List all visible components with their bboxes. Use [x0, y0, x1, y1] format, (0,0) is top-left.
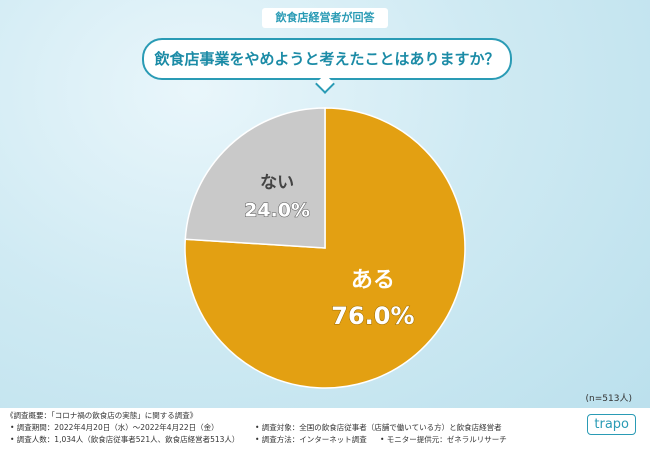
slice-value-label: 24.0% [244, 199, 310, 221]
footer-item: • 調査対象：全国の飲食店従事者（店舗で働いている方）と飲食店経営者 [255, 423, 502, 432]
footer-heading: 《調査概要：「コロナ禍の飲食店の実態」に関する調査》 [6, 411, 198, 420]
slice-category: ない [260, 173, 294, 193]
tag: 飲食店経営者が回答 [262, 8, 388, 28]
pie-slice [184, 107, 466, 389]
logo: trapo [587, 414, 636, 435]
footer-item: • 調査期間：2022年4月20日（水）～2022年4月22日（金） [10, 423, 219, 432]
footer-item: • モニター提供元：ゼネラルリサーチ [380, 435, 507, 444]
footer: 《調査概要：「コロナ禍の飲食店の実態」に関する調査》 • 調査期間：2022年4… [0, 408, 650, 450]
sample-note: (n=513人) [585, 394, 632, 404]
slice-value-label: 76.0% [331, 302, 414, 330]
pie-slice [184, 107, 326, 249]
slice-category: ある [351, 268, 395, 293]
footer-item: • 調査方法：インターネット調査 [255, 435, 367, 444]
question: 飲食店事業をやめようと考えたことはありますか？ [142, 38, 512, 80]
footer-item: • 調査人数：1,034人（飲食店従事者521人、飲食店経営者513人） [10, 435, 240, 444]
